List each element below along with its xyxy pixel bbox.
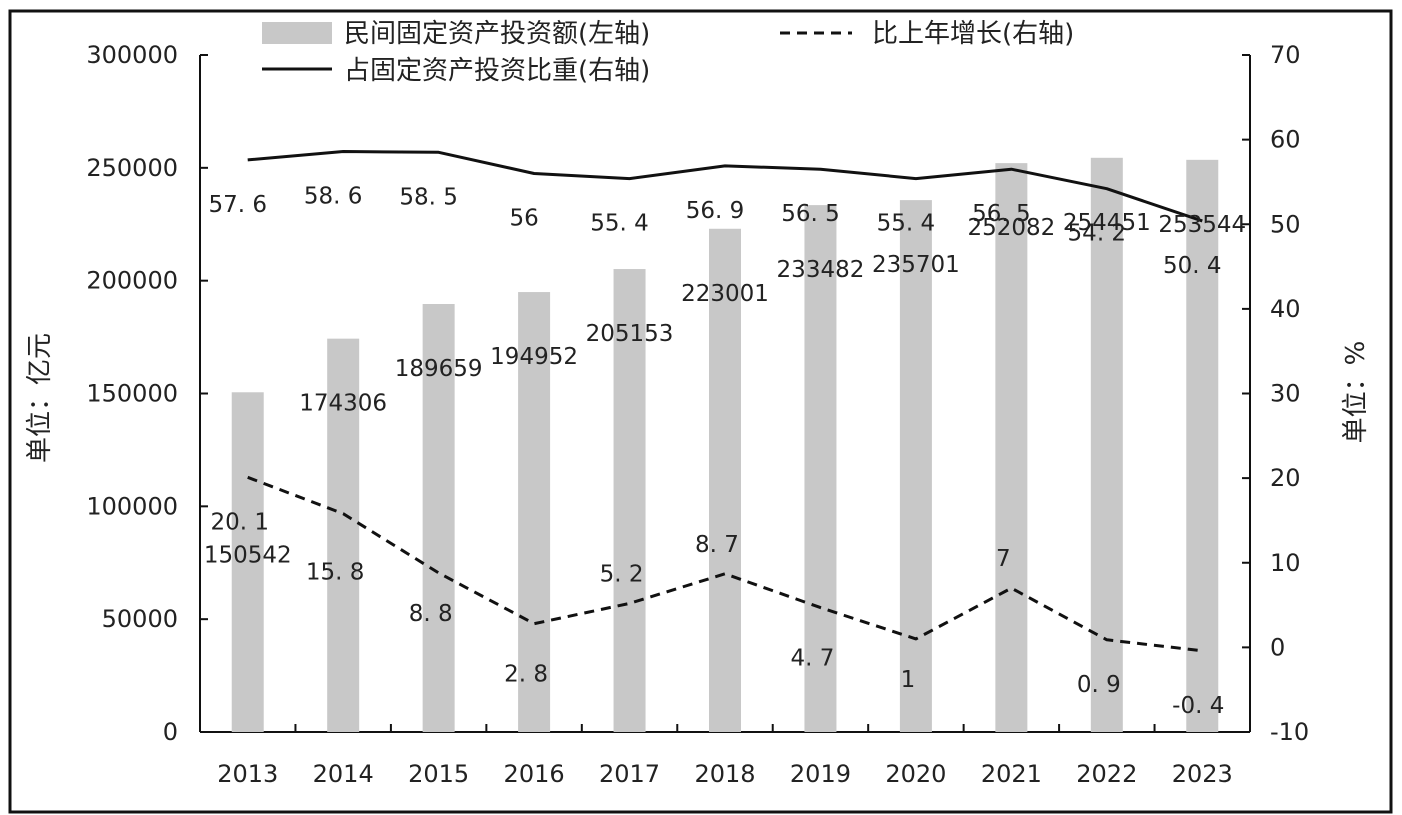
share-value-label: 56. 5 (972, 201, 1031, 227)
growth-value-label: 1 (901, 667, 916, 693)
x-tick-label: 2020 (885, 760, 946, 788)
growth-value-label: 2. 8 (504, 662, 548, 688)
x-tick-label: 2016 (504, 760, 565, 788)
x-tick-label: 2013 (217, 760, 278, 788)
legend-bar-swatch (262, 22, 332, 44)
growth-value-label: 7 (996, 546, 1011, 572)
growth-value-label: 15. 8 (306, 560, 365, 586)
bar-value-label: 189659 (395, 356, 483, 382)
bar (899, 200, 932, 732)
legend: 民间固定资产投资额(左轴) 比上年增长(右轴) 占固定资产投资比重(右轴) (262, 19, 1074, 86)
bar-value-label: 194952 (490, 344, 578, 370)
share-value-label: 58. 6 (304, 183, 363, 209)
y-left-tick-label: 150000 (86, 380, 178, 408)
bar-value-label: 235701 (872, 252, 960, 278)
y-right-tick-label: 0 (1270, 633, 1285, 661)
y-left-tick-label: 300000 (86, 41, 178, 69)
share-value-label: 54. 2 (1068, 221, 1127, 247)
x-tick-label: 2018 (694, 760, 755, 788)
y-left-tick-label: 100000 (86, 492, 178, 520)
growth-value-label: 8. 7 (695, 532, 739, 558)
bar (804, 205, 837, 732)
bar-value-label: 150542 (204, 542, 292, 568)
axes: 0 50000 100000 150000 200000 250000 300000 -10 0… (86, 41, 1309, 788)
share-value-label: 50. 4 (1163, 253, 1222, 279)
growth-value-label: 4. 7 (791, 646, 835, 672)
growth-value-label: 0. 9 (1077, 672, 1121, 698)
x-tick-label: 2017 (599, 760, 660, 788)
bar (995, 163, 1028, 732)
x-tick-label: 2015 (408, 760, 469, 788)
legend-label-growth: 比上年增长(右轴) (872, 19, 1074, 49)
legend-label-share: 占固定资产投资比重(右轴) (344, 56, 650, 86)
bar-value-label: 252082 (967, 215, 1055, 241)
bar (518, 292, 551, 732)
share-value-label: 56. 5 (781, 201, 840, 227)
bar-series (231, 157, 1219, 733)
bar-value-label: 253544 (1158, 212, 1246, 238)
legend-label-bar: 民间固定资产投资额(左轴) (344, 19, 650, 49)
share-value-label: 58. 5 (399, 184, 458, 210)
y-left-tick-label: 200000 (86, 267, 178, 295)
bar-value-label: 174306 (299, 391, 387, 417)
y-right-tick-label: 20 (1270, 464, 1301, 492)
bar (613, 269, 646, 732)
x-tick-label: 2023 (1172, 760, 1233, 788)
y-right-tick-label: 30 (1270, 380, 1301, 408)
y-left-unit-label: 单位：亿元 (25, 333, 55, 463)
y-right-unit-label: 单位：% (1341, 341, 1371, 444)
data-labels: 150542 174306 189659 194952 205153 223001 2334… (204, 183, 1246, 718)
bar-value-label: 223001 (681, 281, 769, 307)
x-tick-label: 2021 (981, 760, 1042, 788)
share-value-label: 57. 6 (208, 192, 267, 218)
y-right-tick-label: 70 (1270, 41, 1301, 69)
y-left-tick-label: 0 (163, 718, 178, 746)
x-tick-label: 2014 (313, 760, 374, 788)
share-value-label: 56 (509, 205, 538, 231)
growth-value-label: 20. 1 (210, 509, 269, 535)
bar (1090, 157, 1123, 732)
bar (231, 392, 264, 732)
share-value-label: 55. 4 (590, 211, 649, 237)
y-right-tick-label: 60 (1270, 126, 1301, 154)
share-line (247, 150, 1203, 223)
growth-rate-line (247, 475, 1203, 653)
x-tick-label: 2022 (1076, 760, 1137, 788)
bar (1186, 159, 1219, 733)
y-right-tick-label: 40 (1270, 295, 1301, 323)
y-left-tick-label: 250000 (86, 154, 178, 182)
growth-value-label: 8. 8 (409, 601, 453, 627)
y-left-tick-label: 50000 (102, 605, 178, 633)
line-series (247, 150, 1203, 653)
bar (327, 338, 360, 732)
bar-value-label: 254451 (1063, 210, 1151, 236)
x-tick-label: 2019 (790, 760, 851, 788)
bar (422, 304, 455, 732)
share-value-label: 56. 9 (686, 198, 745, 224)
bar (709, 228, 741, 732)
growth-value-label: 5. 2 (600, 561, 644, 587)
y-right-tick-label: 50 (1270, 210, 1301, 238)
share-value-label: 55. 4 (877, 211, 936, 237)
y-right-tick-label: 10 (1270, 549, 1301, 577)
growth-value-label: -0. 4 (1172, 693, 1224, 719)
bar-value-label: 233482 (777, 257, 865, 283)
bar-value-label: 205153 (586, 321, 674, 347)
y-right-tick-label: -10 (1270, 718, 1309, 746)
